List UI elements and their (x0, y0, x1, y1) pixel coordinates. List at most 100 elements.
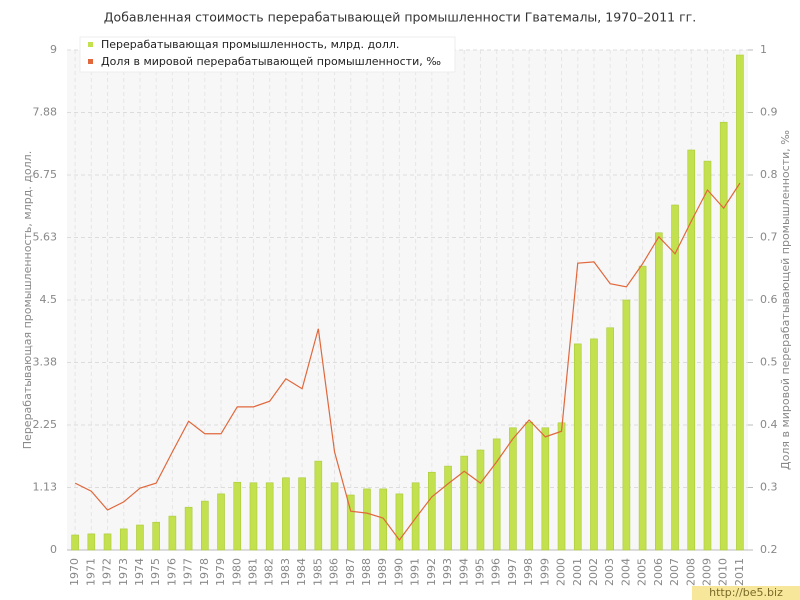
legend-box (79, 36, 456, 73)
bar (492, 438, 501, 551)
bar (152, 521, 160, 551)
y-tick-label: 2.25 (33, 418, 58, 431)
x-tick-label: 2007 (668, 558, 681, 586)
y2-tick-label: 0.9 (760, 106, 778, 119)
bar (395, 493, 404, 551)
bar (249, 482, 258, 551)
x-tick-label: 1984 (295, 558, 308, 586)
x-tick-label: 1995 (473, 558, 486, 586)
x-tick-label: 1990 (392, 558, 405, 586)
y-tick-label: 0 (50, 543, 57, 556)
x-tick-label: 1997 (506, 558, 519, 586)
y2-tick-label: 0.4 (760, 418, 778, 431)
bar (314, 460, 323, 551)
y2-tick-label: 0.3 (760, 481, 778, 494)
bar (622, 299, 631, 551)
x-tick-label: 1976 (165, 558, 178, 586)
line (74, 182, 741, 542)
x-tick-label: 2002 (587, 558, 600, 586)
x-tick-label: 1993 (441, 558, 454, 586)
bar (363, 488, 371, 551)
bar (509, 427, 517, 551)
bar (541, 427, 550, 551)
x-tick-label: 1989 (376, 558, 389, 586)
bar (557, 422, 566, 551)
x-tick-label: 1988 (360, 558, 373, 586)
x-tick-label: 1982 (263, 558, 276, 586)
bar (476, 449, 485, 551)
bar (168, 515, 177, 551)
y-tick-label: 4.5 (40, 293, 58, 306)
x-tick-label: 2000 (555, 558, 568, 586)
bar (282, 477, 290, 551)
x-tick-label: 2005 (636, 558, 649, 586)
x-tick-label: 1975 (149, 558, 162, 586)
x-tick-label: 1979 (214, 558, 227, 586)
bar (330, 482, 339, 551)
x-tick-label: 1998 (522, 558, 535, 586)
x-tick-label: 2006 (652, 558, 665, 586)
x-tick-label: 1972 (101, 558, 114, 586)
bar (87, 533, 96, 551)
x-tick-label: 2010 (717, 558, 730, 586)
x-tick-label: 1973 (117, 558, 130, 586)
bar (103, 533, 112, 551)
x-tick-label: 1987 (344, 558, 357, 586)
x-tick-label: 2011 (733, 558, 746, 586)
bar (217, 493, 225, 551)
bar (606, 327, 614, 551)
y-tick-label: 9 (50, 43, 57, 56)
bar (525, 421, 533, 551)
bar (184, 506, 193, 551)
chart-title: Добавленная стоимость перерабатывающей п… (104, 10, 696, 25)
x-tick-label: 1974 (133, 558, 146, 586)
bar (719, 121, 728, 551)
legend-swatch (88, 42, 93, 47)
watermark-bg (692, 586, 800, 600)
x-tick-label: 2003 (603, 558, 616, 586)
x-tick-label: 1991 (409, 558, 422, 586)
y-tick-label: 7.88 (33, 106, 58, 119)
y2-tick-label: 1 (760, 43, 767, 56)
x-tick-label: 2004 (619, 558, 632, 586)
x-tick-label: 2001 (571, 558, 584, 586)
bar (638, 265, 647, 551)
bar (460, 455, 469, 551)
bar (736, 54, 744, 551)
y2-tick-label: 0.5 (760, 356, 778, 369)
x-tick-label: 1983 (279, 558, 292, 586)
y2-tick-label: 0.7 (760, 231, 778, 244)
bar (201, 500, 209, 551)
bar (687, 149, 696, 551)
bar (444, 465, 452, 551)
bar (136, 524, 144, 551)
watermark: http://be5.biz (709, 586, 783, 599)
bar (346, 494, 355, 551)
x-tick-label: 1980 (230, 558, 243, 586)
bar (233, 481, 242, 551)
y-tick-label: 6.75 (33, 168, 58, 181)
bar (298, 477, 306, 551)
legend-label: Доля в мировой перерабатывающей промышле… (101, 55, 441, 68)
bar (655, 232, 663, 551)
y-tick-label: 1.13 (33, 481, 58, 494)
y-tick-label: 5.63 (33, 231, 58, 244)
x-tick-label: 1970 (68, 558, 81, 586)
x-tick-label: 2009 (700, 558, 713, 586)
bar (703, 160, 712, 551)
x-tick-label: 1981 (246, 558, 259, 586)
x-tick-label: 1999 (538, 558, 551, 586)
y-tick-label: 3.38 (33, 356, 58, 369)
bar (573, 343, 582, 551)
bar (379, 488, 387, 551)
x-tick-label: 1985 (311, 558, 324, 586)
x-tick-label: 1978 (198, 558, 211, 586)
x-tick-label: 1994 (457, 558, 470, 586)
x-tick-label: 2008 (684, 558, 697, 586)
bar (411, 482, 420, 551)
x-tick-label: 1971 (84, 558, 97, 586)
bar (119, 528, 128, 551)
bar (428, 471, 436, 551)
x-tick-label: 1996 (490, 558, 503, 586)
